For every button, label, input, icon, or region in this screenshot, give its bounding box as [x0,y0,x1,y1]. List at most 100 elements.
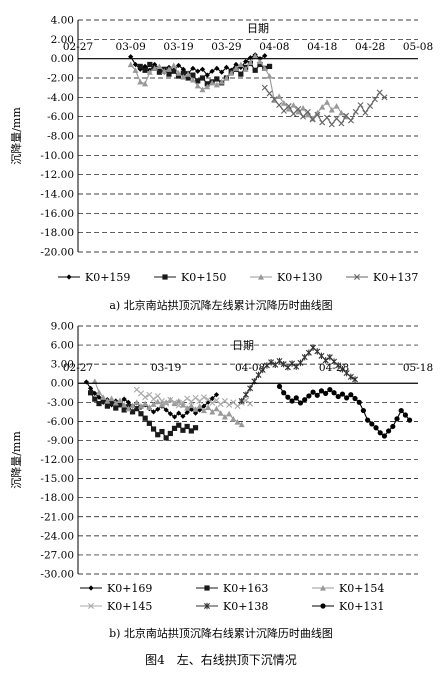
data-point [223,75,230,81]
data-point [121,396,127,402]
data-point [280,360,287,368]
data-point [360,407,367,414]
data-point [219,69,225,75]
data-point [276,383,283,390]
data-point [104,398,111,404]
legend-label: K0+138 [223,600,268,613]
data-point [284,364,291,371]
legend-marker [320,603,326,609]
data-point [138,411,144,417]
data-point [394,416,400,422]
legend-label: K0+163 [223,582,268,595]
y-tick-label: -24.00 [40,530,74,542]
data-point [356,399,362,405]
data-point [180,74,187,80]
legend-label: K0+159 [85,271,130,284]
data-point [322,357,329,364]
data-point [87,385,94,391]
data-point [256,58,263,65]
data-point [200,407,207,414]
data-point [309,116,316,123]
data-point [188,402,195,409]
data-point [171,399,178,406]
data-point [367,103,374,110]
data-point [194,82,201,89]
data-point [233,65,240,71]
data-point [204,72,210,78]
data-point [205,396,212,403]
data-point [247,385,254,392]
data-point [185,75,191,81]
data-point [371,96,378,103]
data-point [209,408,216,415]
y-tick-label: 3.00 [51,359,74,371]
data-point [247,400,254,407]
data-point [132,67,139,73]
y-tick-label: -18.00 [40,227,74,239]
data-point [175,398,182,404]
chart-a: 日期 沉降量/mm 4.00 2.00 0.00 -2.00 -4.00 -6.00 -8.… [9,15,433,313]
data-point [185,71,192,77]
data-point [310,389,316,395]
data-point [214,76,220,82]
x-tick-label: 04-08 [259,41,289,53]
data-point [155,432,161,438]
figure-caption: 图4 左、右线拱顶下沉情况 [145,652,297,667]
data-point [192,425,199,431]
chart-a-xticks: 02-27 03-09 03-19 03-29 04-08 04-18 04-28 05-08 [63,41,433,53]
y-tick-label: 9.00 [51,321,74,333]
data-point [167,430,173,437]
data-point [167,396,174,403]
data-point [230,415,237,422]
data-point [343,112,350,119]
data-point [213,81,220,88]
data-point [147,61,153,68]
data-point [121,401,128,408]
data-point [209,399,216,406]
data-point [209,395,215,402]
data-point [176,422,182,428]
data-point [352,395,358,402]
data-point [163,407,169,413]
data-point [201,403,207,409]
chart-b-xticks: 02-27 03-19 04-08 04-28 05-18 [63,362,433,374]
chart-a-caption: a) 北京南站拱顶沉降左线累计沉降历时曲线图 [109,298,332,312]
data-point [352,376,359,383]
chart-b-yticks: 9.00 6.00 3.00 0.00 -3.00 -6.00 -9.00 -12.00 -15… [40,321,74,581]
data-point [242,391,249,398]
x-tick-label: 03-19 [151,362,181,374]
data-point [238,397,245,405]
data-point [324,114,331,121]
x-tick-label: 05-18 [403,362,433,374]
data-point [166,71,172,77]
data-point [150,426,157,432]
data-point [155,406,161,412]
data-point [209,79,216,86]
chart-a-plot [127,52,388,128]
data-point [243,58,249,65]
data-point [142,394,149,401]
data-point [285,394,291,400]
data-point [95,389,102,395]
data-point [255,371,262,379]
data-point [295,105,302,112]
chart-b-legend: K0+169 K0+163 K0+154 K0+145 K0+138 K0+131 [80,582,384,613]
data-point [281,390,287,396]
data-point [146,404,153,410]
data-point [300,113,307,120]
data-point [200,394,207,401]
legend-label: K0+154 [339,582,384,595]
data-point [295,108,302,115]
data-point [190,65,196,71]
data-point [192,410,199,416]
data-point [333,103,340,109]
y-tick-label: -21.00 [40,511,74,523]
data-point [252,67,258,73]
y-tick-label: -8.00 [47,131,74,143]
legend-label: K0+137 [373,271,418,284]
data-point [142,400,149,407]
y-tick-label: 6.00 [51,340,74,352]
x-tick-label: 04-18 [307,41,337,53]
data-point [205,404,212,410]
y-tick-label: -20.00 [40,247,74,259]
